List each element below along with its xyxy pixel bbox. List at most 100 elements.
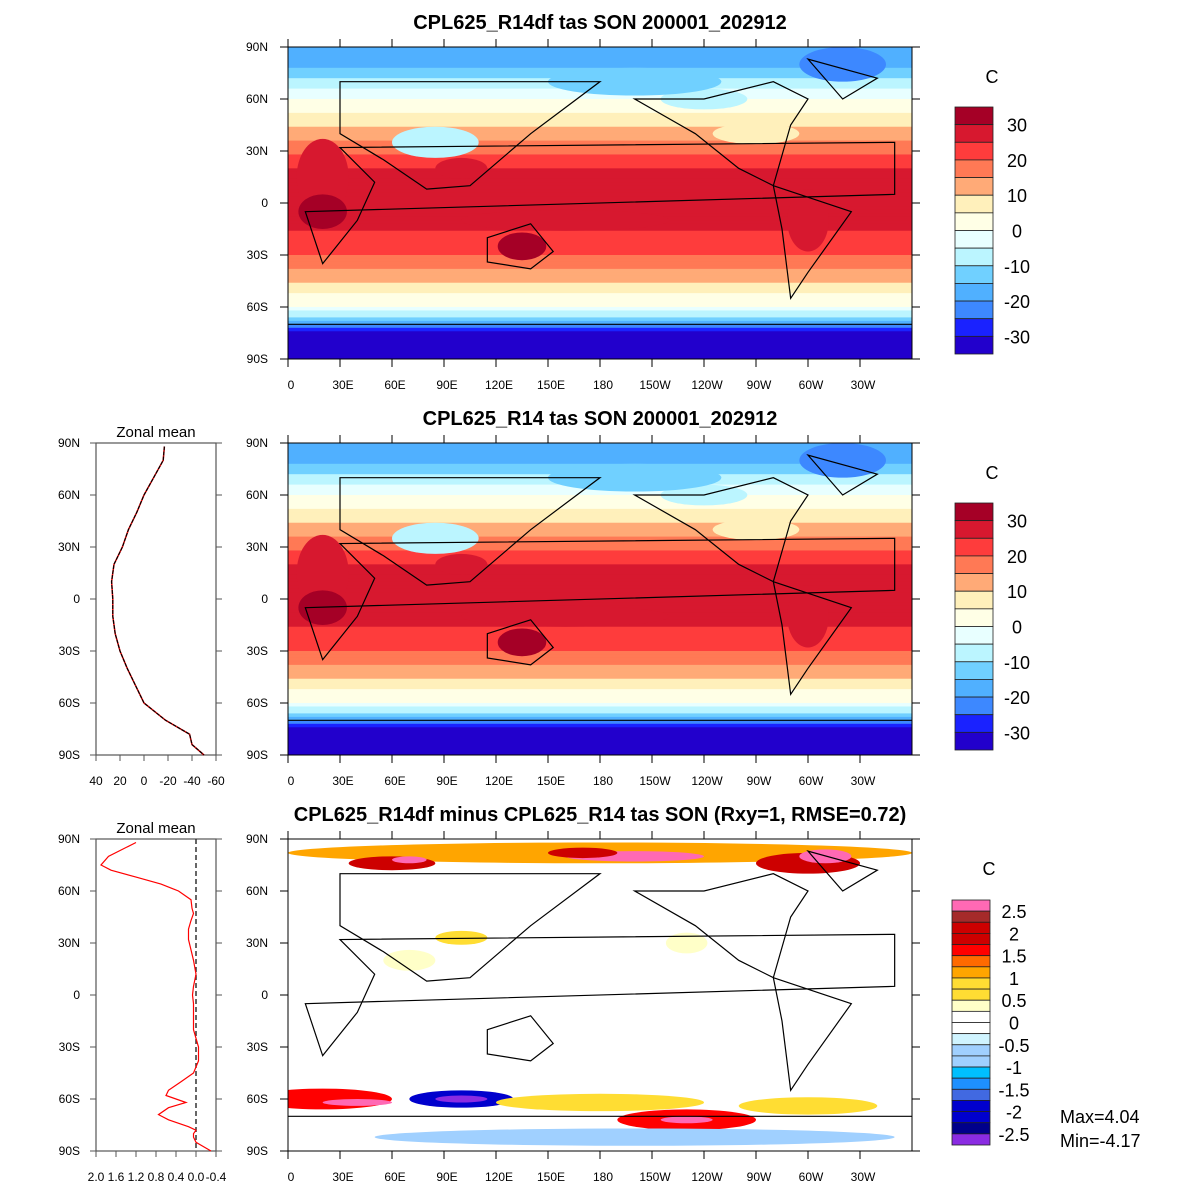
lat-tick-label: 60N	[246, 92, 268, 106]
field-band	[288, 265, 912, 270]
colorbar-box	[954, 283, 994, 302]
zonal-frame	[95, 442, 217, 756]
coastline	[772, 580, 853, 697]
zonal-line-r14df	[110, 446, 205, 756]
lon-tick-label: 150W	[639, 1170, 671, 1184]
zonal-x-label: 0.0	[188, 1170, 205, 1184]
lat-tick-label: 0	[261, 592, 268, 606]
field-band	[288, 741, 912, 746]
lon-tick-label: 120W	[691, 378, 723, 392]
map-field	[288, 47, 912, 359]
map-panel-1: CPL625_R14df tas SON 200001_202912 90N 60N…	[246, 12, 1030, 392]
zonal-title: Zonal mean	[116, 424, 195, 441]
field-band	[288, 491, 912, 496]
lon-tick-label: 120E	[485, 378, 513, 392]
zonal-lat-label: 30S	[59, 644, 80, 658]
field-band	[288, 50, 912, 55]
field-band	[288, 137, 912, 142]
field-band	[288, 533, 912, 538]
field-band	[288, 682, 912, 687]
field-band	[288, 602, 912, 607]
field-band	[288, 282, 912, 287]
lon-tick-label: 60E	[384, 378, 405, 392]
field-band	[288, 522, 912, 527]
field-band	[288, 196, 912, 201]
field-band	[288, 501, 912, 506]
field-band	[288, 324, 912, 329]
field-band	[288, 633, 912, 638]
field-band	[288, 272, 912, 277]
coastline	[486, 619, 555, 666]
colorbar-label: -20	[1004, 292, 1030, 312]
colorbar-label: -0.5	[998, 1036, 1029, 1056]
lon-tick-label: 0	[288, 774, 295, 788]
lon-tick-label: 90E	[436, 1170, 457, 1184]
colorbar-box	[951, 1066, 991, 1079]
coastline	[339, 873, 602, 982]
field-band	[288, 171, 912, 176]
zonal-lat-label: 90S	[59, 748, 80, 762]
colorbar-label: -10	[1004, 653, 1030, 673]
zonal-x-label: -60	[207, 774, 225, 788]
colorbar-box	[954, 502, 994, 522]
lon-tick-label: 120E	[485, 1170, 513, 1184]
field-band	[288, 338, 912, 343]
coastline	[772, 976, 853, 1093]
zonal-lat-label: 60N	[58, 488, 80, 502]
field-region	[799, 443, 887, 478]
colorbar-box	[951, 1122, 991, 1135]
field-region	[712, 519, 800, 541]
colorbar-box	[951, 1100, 991, 1112]
field-band	[288, 647, 912, 652]
colorbar-box	[954, 124, 994, 143]
lat-tick-label: 90N	[246, 832, 268, 846]
field-band	[288, 105, 912, 110]
field-band	[288, 47, 912, 51]
map-field	[288, 839, 912, 1151]
field-band	[288, 255, 912, 259]
field-band	[288, 734, 912, 739]
lon-tick-label: 90E	[436, 774, 457, 788]
colorbar-box	[954, 661, 994, 680]
map-field	[288, 443, 912, 755]
lat-tick-label: 90S	[247, 352, 268, 366]
colorbar-label: -30	[1004, 723, 1030, 743]
lon-tick-label: 30W	[851, 378, 876, 392]
colorbar-label: 20	[1007, 151, 1027, 171]
field-band	[288, 661, 912, 666]
colorbar-box	[954, 520, 994, 539]
field-band	[288, 453, 912, 458]
zonal-lat-label: 60S	[59, 696, 80, 710]
field-band	[288, 557, 912, 562]
field-band	[288, 178, 912, 183]
field-band	[288, 449, 912, 454]
colorbar-label: -1	[1006, 1058, 1022, 1078]
field-band	[288, 657, 912, 662]
field-band	[288, 744, 912, 749]
lat-tick-label: 30N	[246, 936, 268, 950]
colorbar-box	[951, 944, 991, 957]
colorbar-units: C	[983, 859, 996, 879]
colorbar-units: C	[986, 463, 999, 483]
field-band	[288, 529, 912, 534]
field-band	[288, 182, 912, 187]
field-band	[288, 498, 912, 503]
coastline	[772, 184, 853, 301]
field-band	[288, 730, 912, 735]
zonal-x-label: 1.6	[108, 1170, 125, 1184]
colorbar-box	[951, 1010, 991, 1023]
field-band	[288, 157, 912, 162]
lon-tick-label: 90W	[747, 378, 772, 392]
field-band	[288, 275, 912, 280]
colorbar-box	[954, 159, 994, 178]
colorbar-box	[954, 731, 994, 751]
field-band	[288, 678, 912, 683]
field-band	[288, 692, 912, 697]
colorbar-label: 0	[1009, 1014, 1019, 1034]
zonal-title: Zonal mean	[116, 820, 195, 837]
field-region	[787, 585, 829, 648]
coastline	[288, 58, 912, 325]
field-band	[288, 675, 912, 680]
field-region	[665, 932, 708, 954]
